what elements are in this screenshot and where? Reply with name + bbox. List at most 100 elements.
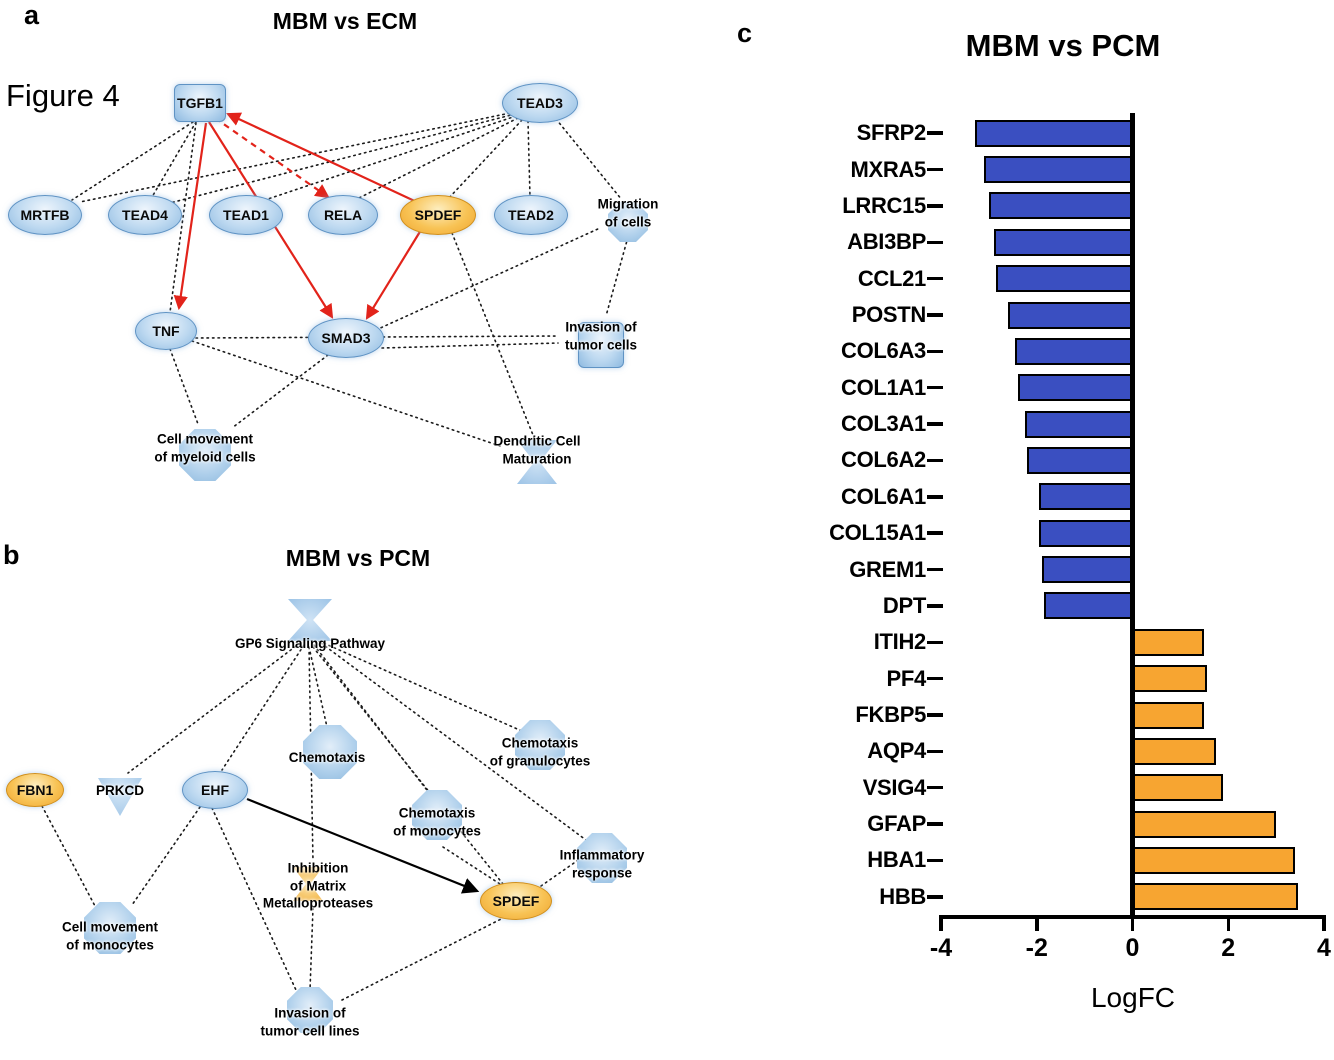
bar-SFRP2 xyxy=(974,119,1133,147)
category-label-LRRC15: LRRC15 xyxy=(842,192,926,218)
bar-COL6A3 xyxy=(1015,337,1133,365)
bar-COL15A1 xyxy=(1039,519,1133,547)
category-label-COL6A3: COL6A3 xyxy=(841,338,926,364)
y-tick xyxy=(927,167,943,172)
y-tick xyxy=(927,385,943,390)
node-chemotaxis-granulocytes: Chemotaxis of granulocytes xyxy=(489,735,591,768)
panel-a-title: MBM vs ECM xyxy=(272,8,418,34)
node-gp6-pathway: GP6 Signaling Pathway xyxy=(234,636,386,652)
node-tgfb1: TGFB1 xyxy=(174,84,226,122)
invasion-tumor-cells-shape xyxy=(578,322,624,368)
category-label-AQP4: AQP4 xyxy=(867,738,926,764)
category-label-GREM1: GREM1 xyxy=(849,556,926,582)
y-tick xyxy=(927,785,943,790)
bar-DPT xyxy=(1043,592,1133,620)
panel-c-label: c xyxy=(737,18,753,48)
node-invasion-tumor-cell-lines: Invasion of tumor cell lines xyxy=(260,1005,360,1038)
category-label-VSIG4: VSIG4 xyxy=(862,774,927,800)
bar-AQP4 xyxy=(1132,737,1217,765)
bar-COL6A2 xyxy=(1027,446,1133,474)
inflammatory-response-shape xyxy=(577,833,627,883)
category-label-HBB: HBB xyxy=(879,883,926,909)
category-label-GFAP: GFAP xyxy=(867,811,926,837)
y-tick xyxy=(927,822,943,826)
bar-FKBP5 xyxy=(1132,701,1205,729)
node-tead3: TEAD3 xyxy=(502,83,578,123)
x-tick-label: -2 xyxy=(1025,934,1048,962)
bar-COL6A1 xyxy=(1039,483,1133,511)
bar-HBA1 xyxy=(1132,846,1296,874)
y-tick xyxy=(927,422,943,426)
node-spdef-b: SPDEF xyxy=(480,882,552,920)
bar-CCL21 xyxy=(996,265,1133,293)
y-tick xyxy=(927,313,943,317)
y-tick xyxy=(927,749,943,754)
y-tick xyxy=(927,567,943,572)
category-label-COL15A1: COL15A1 xyxy=(829,520,926,546)
node-tead1: TEAD1 xyxy=(209,195,283,235)
category-label-COL6A1: COL6A1 xyxy=(841,483,926,509)
figure-label: Figure 4 xyxy=(6,78,120,113)
bar-chart: SFRP2 MXRA5 LRRC15 ABI3BP CCL21 POSTN COL6A3 CO… xyxy=(730,0,1334,1060)
node-inflammatory-response: Inflammatory response xyxy=(559,847,645,880)
node-tead2: TEAD2 xyxy=(494,195,568,235)
x-tick xyxy=(1035,918,1039,931)
y-tick xyxy=(927,458,943,463)
x-tick-label: 0 xyxy=(1125,934,1140,962)
category-label-COL3A1: COL3A1 xyxy=(841,411,926,437)
node-cell-movement-monocytes: Cell movement of monocytes xyxy=(61,919,159,952)
node-migration-of-cells: Migration of cells xyxy=(597,196,659,229)
category-label-PF4: PF4 xyxy=(886,665,927,691)
panel-a-label: a xyxy=(24,0,40,30)
panel-c-title: MBM vs PCM xyxy=(965,28,1161,63)
category-label-DPT: DPT xyxy=(882,592,926,618)
migration-of-cells-shape xyxy=(608,202,648,242)
y-tick xyxy=(927,495,943,499)
bar-COL3A1 xyxy=(1024,410,1133,438)
category-label-POSTN: POSTN xyxy=(851,301,927,327)
node-chemotaxis: Chemotaxis xyxy=(288,750,366,766)
x-tick xyxy=(939,918,943,931)
x-tick xyxy=(1130,918,1135,931)
y-tick xyxy=(927,531,943,535)
bar-ITIH2 xyxy=(1132,628,1205,656)
x-axis-label: LogFC xyxy=(1090,982,1176,1013)
y-tick xyxy=(927,240,943,245)
y-tick xyxy=(927,858,943,863)
panel-b-label: b xyxy=(3,540,20,570)
bar-LRRC15 xyxy=(988,192,1133,220)
category-label-CCL21: CCL21 xyxy=(857,265,926,291)
panel-c: c MBM vs PCM SFRP2 MXRA5 LRRC15 ABI3BP CCL21… xyxy=(730,0,1334,1060)
cell-movement-myeloid-shape xyxy=(179,429,231,481)
node-invasion-tumor-cells: Invasion of tumor cells xyxy=(564,319,638,352)
category-label-FKBP5: FKBP5 xyxy=(855,701,926,727)
node-ehf: EHF xyxy=(182,771,248,809)
y-tick xyxy=(927,204,943,208)
x-axis-line xyxy=(939,915,1326,919)
y-tick xyxy=(927,276,943,281)
zero-axis-line xyxy=(1130,113,1135,917)
y-tick xyxy=(927,131,943,135)
y-tick xyxy=(927,640,943,645)
x-tick xyxy=(1226,918,1230,931)
category-label-MXRA5: MXRA5 xyxy=(850,156,926,182)
bar-VSIG4 xyxy=(1132,774,1224,802)
node-inhibition-mmp: Inhibition of Matrix Metalloproteases xyxy=(262,860,374,911)
bar-HBB xyxy=(1132,883,1298,911)
y-tick xyxy=(927,349,943,354)
category-label-HBA1: HBA1 xyxy=(867,847,926,873)
invasion-tumor-cell-lines-shape xyxy=(287,987,333,1033)
bar-MXRA5 xyxy=(984,156,1133,184)
node-prkcd: PRKCD xyxy=(95,783,145,799)
bar-POSTN xyxy=(1008,301,1133,329)
node-cell-movement-myeloid: Cell movement of myeloid cells xyxy=(154,431,256,464)
category-label-ITIH2: ITIH2 xyxy=(873,629,927,655)
panel-a-edges xyxy=(71,111,629,447)
category-label-COL1A1: COL1A1 xyxy=(841,374,926,400)
chemotaxis-granulocytes-shape xyxy=(515,720,565,770)
node-smad3: SMAD3 xyxy=(308,318,384,358)
y-tick xyxy=(927,604,943,608)
x-tick-label: 2 xyxy=(1221,934,1236,962)
category-label-ABI3BP: ABI3BP xyxy=(847,229,926,255)
